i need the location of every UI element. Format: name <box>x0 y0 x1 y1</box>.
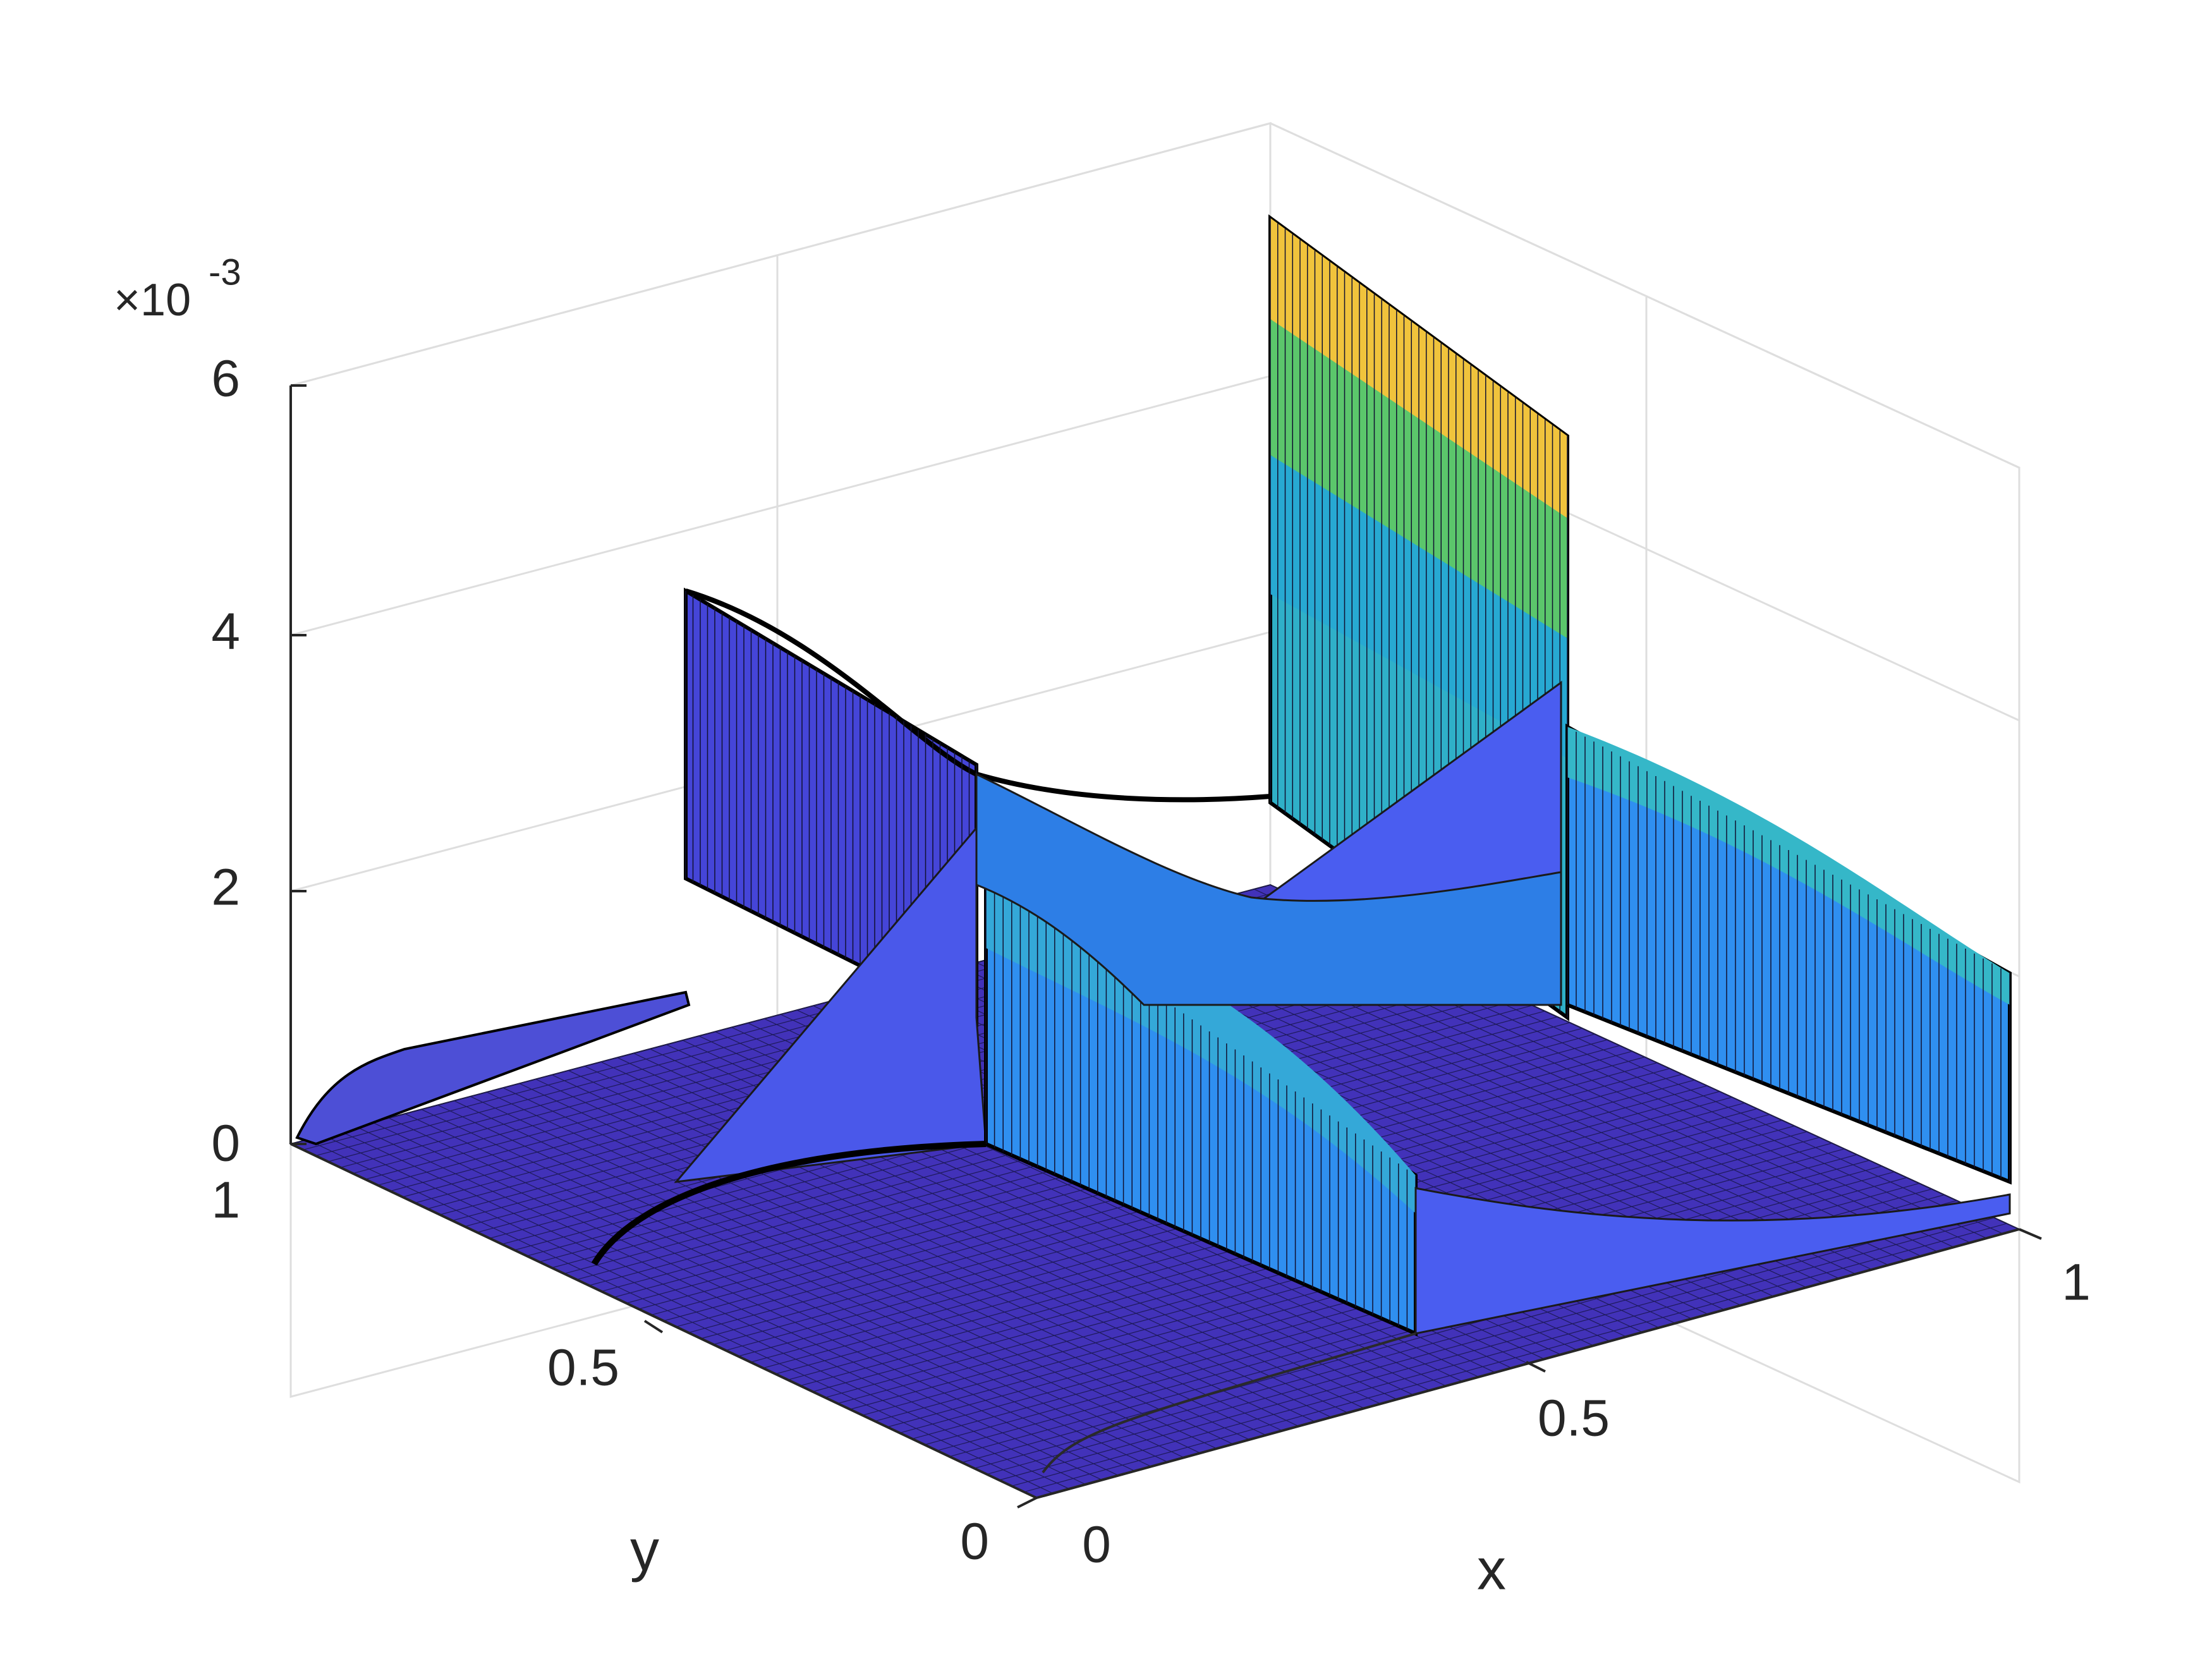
y-tick-mid <box>643 1320 664 1334</box>
z-tick-label-4: 4 <box>211 603 240 660</box>
z-exponent: ×10 -3 <box>114 252 241 325</box>
y-tick-end <box>1017 1497 1037 1509</box>
mesh-line <box>1011 1217 1995 1486</box>
z-exponent-multiplier: ×10 <box>114 275 191 325</box>
front-left-rim <box>295 990 691 1146</box>
wall-right-stripes <box>1567 727 2010 1182</box>
mesh-line <box>1024 1223 2007 1493</box>
axes <box>289 384 2042 1509</box>
y-axis-title: y <box>630 1518 659 1583</box>
z-tick-label-0: 0 <box>211 1115 240 1172</box>
mesh-line <box>999 1212 1982 1481</box>
x-tick-mid <box>1526 1361 1546 1373</box>
grid-z6-right <box>1270 122 2020 469</box>
x-axis-title: x <box>1477 1537 1506 1601</box>
x-tick-end <box>2019 1228 2042 1240</box>
wall-diagonal-ramp-left <box>674 825 987 1183</box>
axis-titles: y x <box>630 1518 1506 1601</box>
front-rim-curve <box>591 1141 987 1266</box>
surface-mesh <box>289 214 2021 1499</box>
valley-front-right <box>1414 1187 2011 1335</box>
grid-z6-left <box>290 122 1271 387</box>
z-exponent-power: -3 <box>209 252 241 293</box>
grid-z4-left <box>290 375 1271 636</box>
z-tick-label-6: 6 <box>211 350 240 408</box>
x-tick-label-0: 0 <box>1082 1516 1111 1574</box>
y-tick-label-0: 0 <box>960 1513 989 1571</box>
front-rim-edge <box>1042 1332 1416 1474</box>
valley-center <box>975 772 1562 1006</box>
z-tick-label-2: 2 <box>211 859 240 916</box>
y-tick-label-0.5: 0.5 <box>547 1339 619 1397</box>
tick-labels: 0 2 4 6 1 0.5 0 0 0.5 1 <box>211 350 2090 1574</box>
y-axis-line <box>290 1143 1037 1499</box>
x-tick-label-0.5: 0.5 <box>1538 1390 1610 1447</box>
wall-center-stripes <box>985 875 1416 1334</box>
y-tick-label-1: 1 <box>211 1172 240 1229</box>
x-tick-label-1: 1 <box>2062 1254 2091 1311</box>
